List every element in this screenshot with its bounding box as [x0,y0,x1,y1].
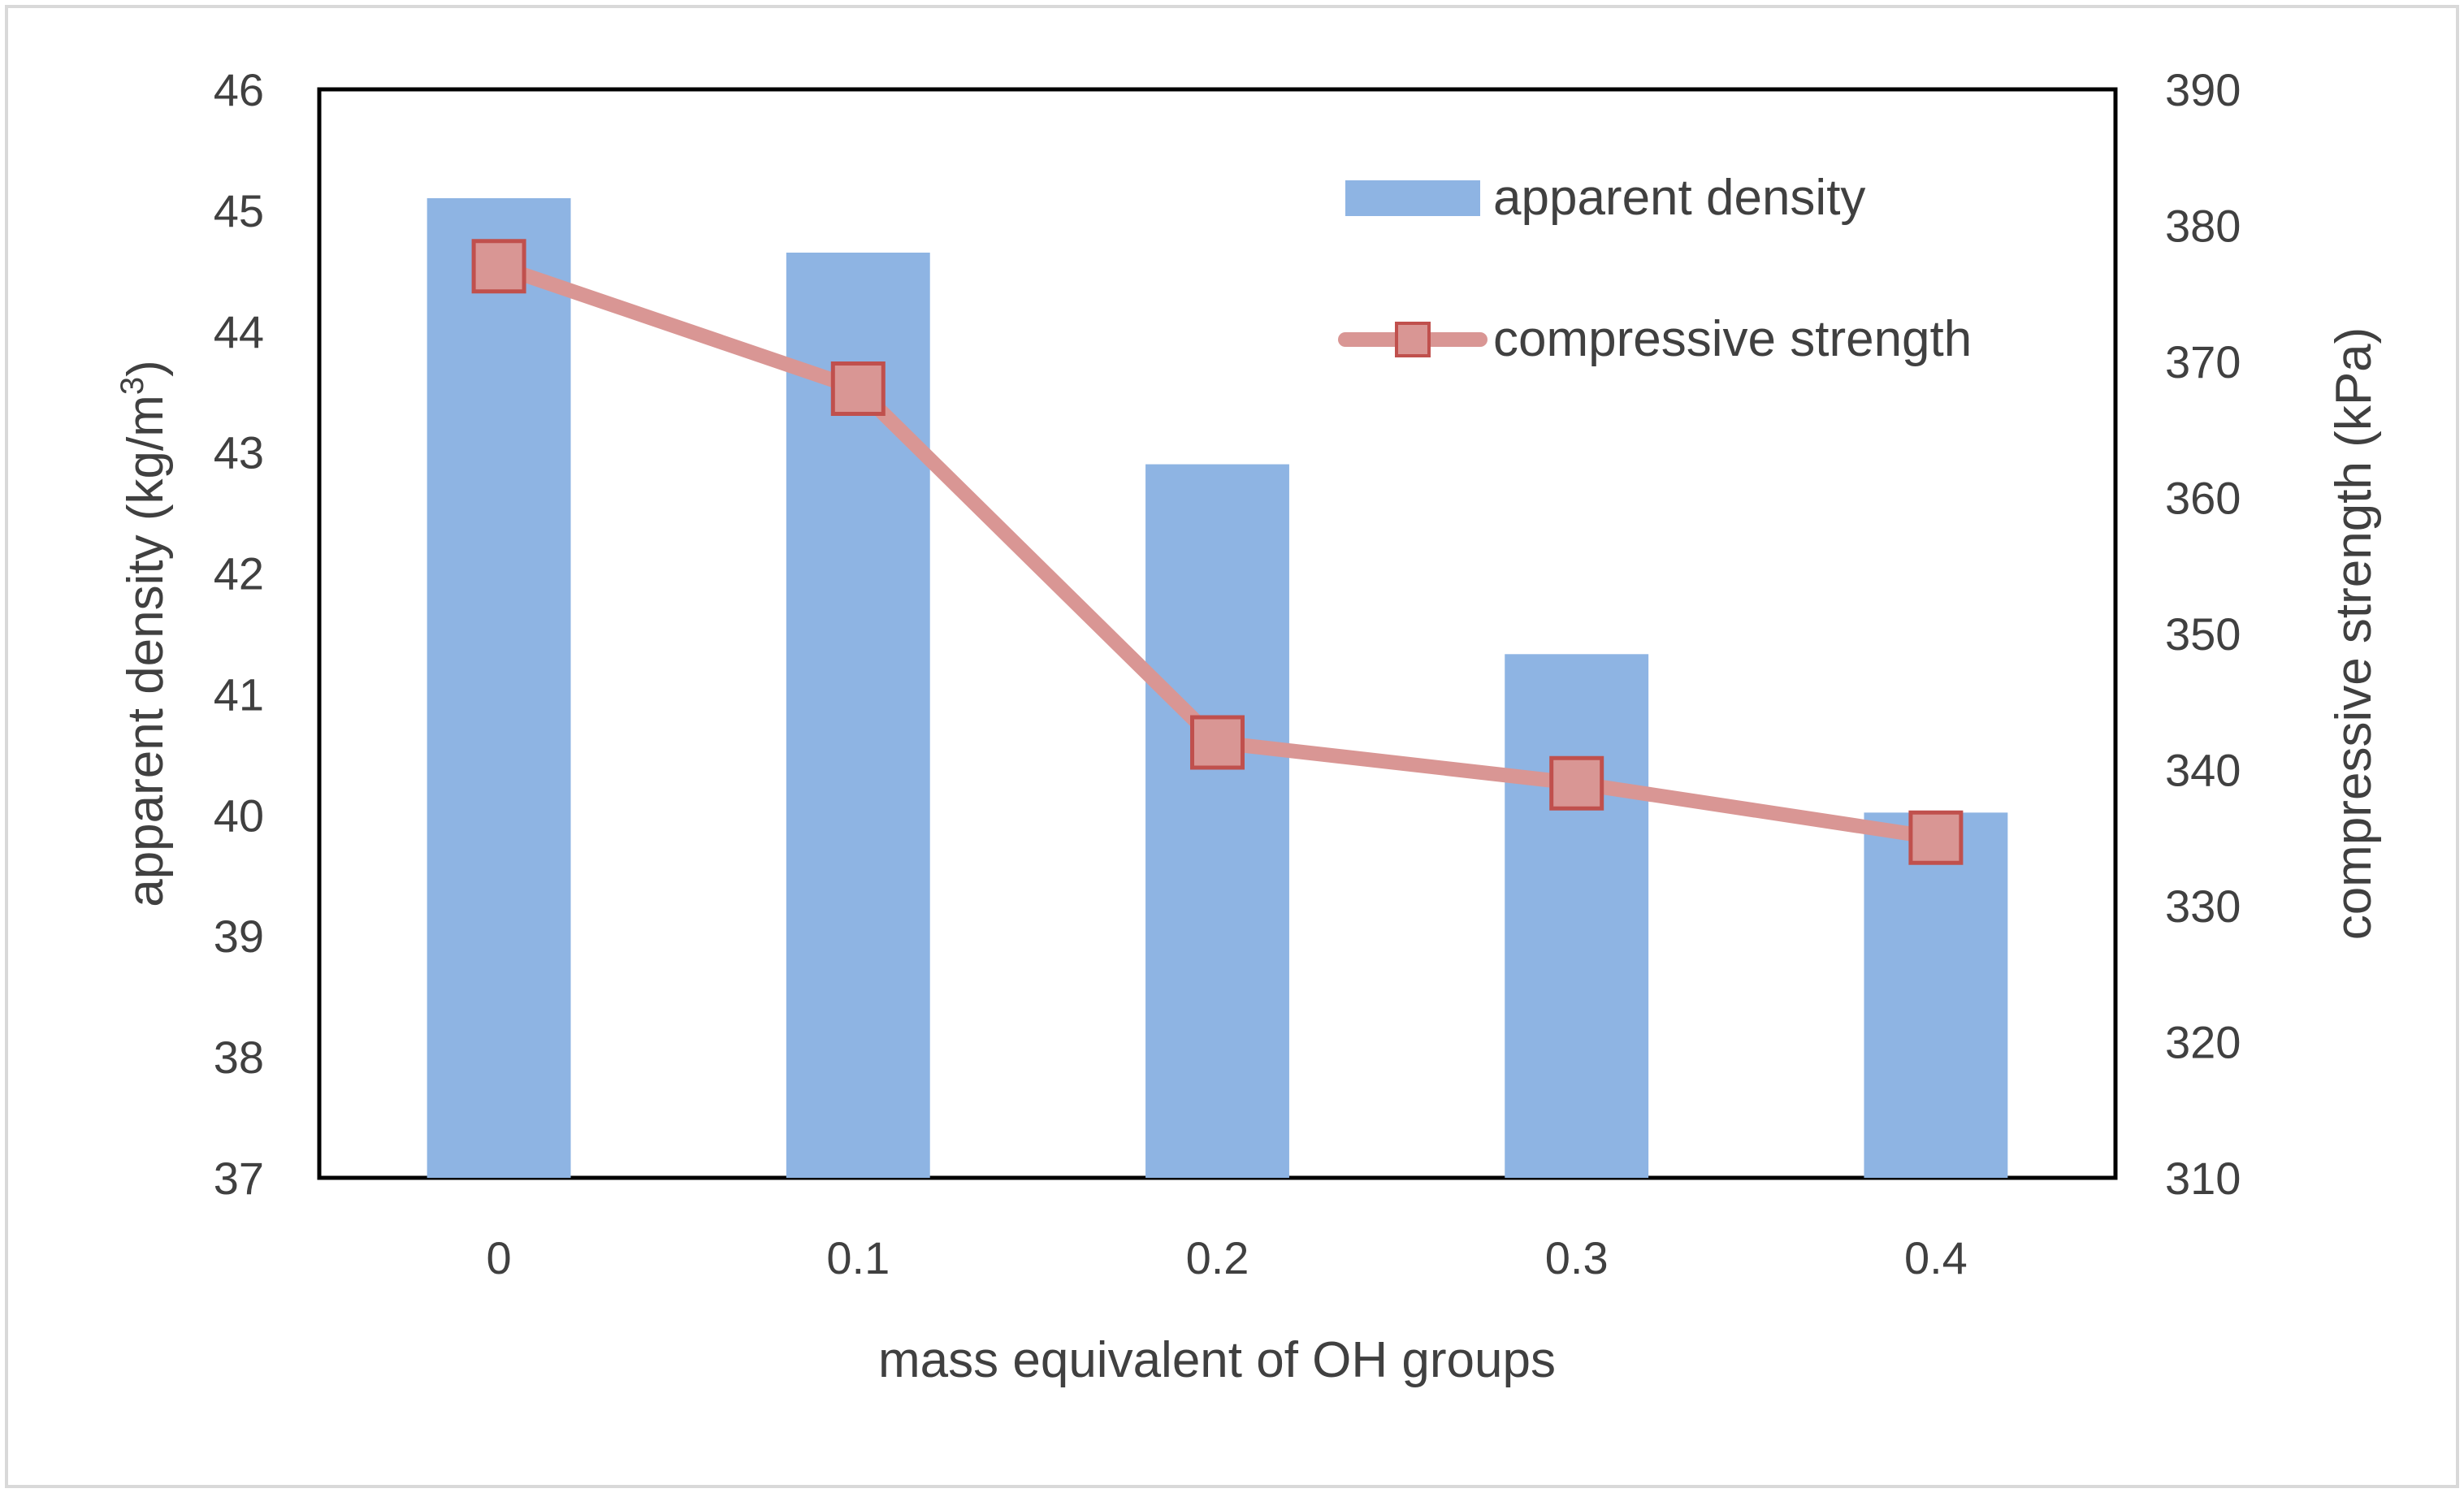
marker-compressive-strength-0 [471,239,526,294]
line-series [471,239,1964,865]
bar-apparent-density-3 [1505,654,1649,1178]
y-axis-ticks: 37 38 39 40 41 42 43 44 45 46 [214,64,264,1204]
x-tick-label: 0.3 [1545,1232,1609,1283]
y-tick-label: 42 [214,548,264,599]
y-axis-title-close: ) [118,360,174,377]
y-axis-title: apparent density (kg/m3) [115,360,174,907]
legend: apparent density compressive strength [1338,170,1972,367]
x-tick-label: 0.4 [1904,1232,1968,1283]
legend-label-compressive-strength: compressive strength [1493,311,1972,367]
y-tick-label: 37 [214,1153,264,1204]
y-tick-label: 38 [214,1032,264,1083]
y-axis-title-main: apparent density (kg/m [118,395,174,907]
y2-tick-label: 310 [2165,1153,2241,1204]
x-axis-title: mass equivalent of OH groups [878,1332,1556,1388]
y-tick-label: 40 [214,790,264,841]
y2-tick-label: 320 [2165,1017,2241,1068]
y-tick-label: 43 [214,427,264,478]
y-tick-label: 44 [214,306,264,357]
legend-marker-compressive-strength [1395,322,1431,357]
y2-tick-label: 350 [2165,608,2241,660]
y-tick-label: 39 [214,911,264,962]
x-tick-label: 0.1 [826,1232,890,1283]
bar-apparent-density-0 [427,198,571,1178]
x-axis-ticks: 0 0.1 0.2 0.3 0.4 [487,1232,1968,1283]
marker-compressive-strength-4 [1908,810,1964,865]
y-tick-label: 41 [214,669,264,720]
bar-apparent-density-4 [1864,812,2008,1178]
marker-compressive-strength-3 [1549,755,1604,811]
legend-swatch-apparent-density [1345,180,1480,216]
y2-tick-label: 330 [2165,881,2241,932]
y-tick-label: 46 [214,64,264,115]
marker-compressive-strength-2 [1190,715,1245,770]
y2-axis-ticks: 310 320 330 340 350 360 370 380 390 [2165,64,2241,1204]
bar-apparent-density-2 [1145,464,1289,1178]
marker-compressive-strength-1 [830,361,886,416]
y2-tick-label: 390 [2165,64,2241,115]
y2-tick-label: 360 [2165,473,2241,524]
y2-tick-label: 380 [2165,201,2241,252]
y2-tick-label: 340 [2165,745,2241,796]
x-tick-label: 0.2 [1186,1232,1249,1283]
y-axis-title-sup: 3 [115,377,150,395]
y2-axis-title: compressive strength (kPa) [2326,327,2382,941]
y-tick-label: 45 [214,185,264,236]
x-tick-label: 0 [487,1232,512,1283]
y2-tick-label: 370 [2165,336,2241,387]
legend-label-apparent-density: apparent density [1493,170,1865,226]
